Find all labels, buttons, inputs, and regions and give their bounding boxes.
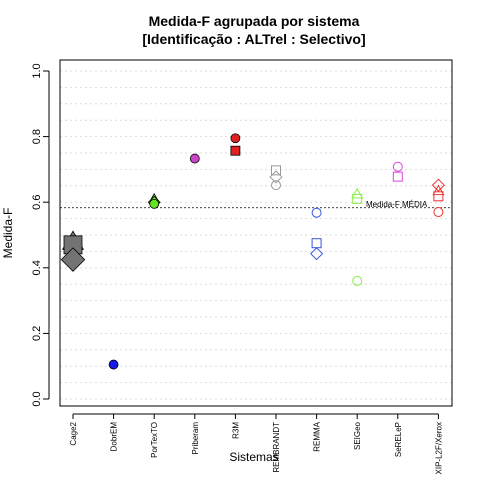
x-tick-label: R3M — [231, 422, 240, 439]
x-tick-label: DobrEM — [110, 422, 119, 452]
data-point-circle — [392, 161, 403, 172]
data-point-circle — [189, 153, 200, 164]
y-axis-label: Medida-F — [1, 208, 15, 259]
data-point-triangle — [432, 184, 445, 196]
data-point-square — [271, 165, 281, 176]
data-point-circle — [230, 133, 241, 144]
x-tick-label: Cage2 — [69, 421, 78, 445]
y-tick-label: 0.4 — [31, 260, 43, 275]
data-point-square — [433, 191, 444, 202]
y-tick-label: 0.6 — [31, 195, 43, 210]
y-tick-label: 1.0 — [31, 63, 43, 78]
x-tick-label: REMBRANDT — [272, 422, 281, 473]
y-tick-label: 0.2 — [31, 326, 43, 341]
grid-lines — [60, 70, 452, 400]
data-point-square — [392, 171, 403, 182]
reference-line-group: Medida-F MÉDIA — [60, 200, 452, 209]
data-point-circle — [108, 359, 119, 370]
y-tick-label: 0.8 — [31, 129, 43, 144]
y-axis: 0.0 0.2 0.4 0.6 0.8 1.0 — [31, 63, 50, 407]
chart-title: Medida-F agrupada por sistema — [149, 13, 360, 29]
data-points — [60, 133, 445, 370]
x-tick-label: SeRELeP — [394, 422, 403, 457]
data-point-diamond — [431, 178, 445, 192]
x-tick-label: Priberam — [191, 422, 200, 455]
plot-frame — [59, 59, 453, 407]
data-point-diamond — [310, 247, 324, 261]
data-point-diamond — [269, 170, 283, 184]
data-point-circle — [311, 207, 322, 218]
data-point-triangle — [351, 187, 364, 199]
reference-line-label: Medida-F MÉDIA — [366, 200, 428, 209]
data-point-square — [352, 193, 363, 204]
x-axis: Cage2 DobrEM PorTexTO Priberam R3M REMBRANDT R… — [69, 413, 443, 474]
x-tick-label: XIP-L2F/Xerox — [434, 422, 443, 474]
data-point-circle — [149, 198, 160, 209]
data-point-square — [230, 145, 241, 156]
x-tick-label: REMMA — [313, 421, 322, 451]
y-tick-label: 0.0 — [31, 391, 43, 406]
data-point-circle — [433, 207, 444, 218]
data-point-diamond — [60, 247, 86, 272]
x-tick-label: SEIGeo — [353, 421, 362, 450]
data-point-circle — [271, 180, 281, 191]
x-tick-label: PorTexTO — [150, 422, 159, 458]
x-axis-label: Sistemas — [229, 450, 278, 464]
chart-subtitle: [Identificação : ALTrel : Selectivo] — [142, 31, 365, 47]
data-point-circle — [352, 275, 363, 286]
data-point-square — [311, 238, 322, 249]
